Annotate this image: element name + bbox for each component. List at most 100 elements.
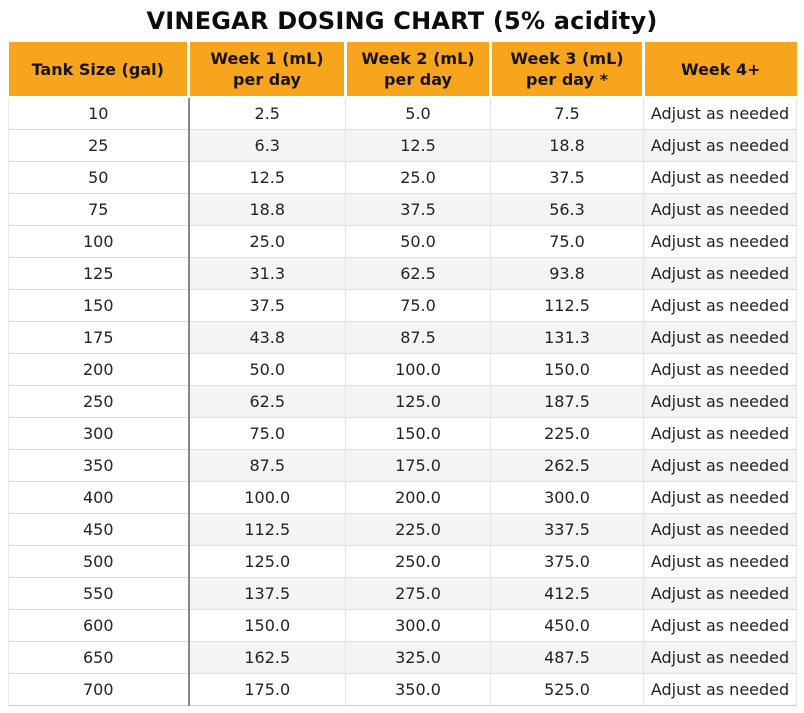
week2-dose-cell: 87.5 (345, 320, 491, 353)
col-header-week3: Week 3 (mL) per day * (490, 42, 645, 98)
week1-dose-cell: 50.0 (188, 352, 346, 385)
col-header-line2: per day (233, 70, 301, 89)
week3-dose-cell: 131.3 (490, 320, 644, 353)
week4-note-cell: Adjust as needed (643, 640, 797, 673)
table-row: 75 18.8 37.5 56.3 Adjust as needed (8, 192, 797, 225)
week4-note-cell: Adjust as needed (643, 512, 797, 545)
week2-dose-cell: 50.0 (345, 224, 491, 257)
table-row: 100 25.0 50.0 75.0 Adjust as needed (8, 224, 797, 257)
week3-dose-cell: 18.8 (490, 128, 644, 161)
week4-note-cell: Adjust as needed (643, 576, 797, 609)
week3-dose-cell: 300.0 (490, 480, 644, 513)
week4-note-cell: Adjust as needed (643, 288, 797, 321)
week4-note-cell: Adjust as needed (643, 128, 797, 161)
col-header-line1: Tank Size (gal) (31, 59, 164, 79)
week1-dose-cell: 75.0 (188, 416, 346, 449)
week3-dose-cell: 7.5 (490, 97, 644, 129)
week3-dose-cell: 225.0 (490, 416, 644, 449)
week3-dose-cell: 93.8 (490, 256, 644, 289)
table-row: 50 12.5 25.0 37.5 Adjust as needed (8, 160, 797, 193)
week2-dose-cell: 325.0 (345, 640, 491, 673)
col-header-line2: per day * (526, 70, 608, 89)
week3-dose-cell: 75.0 (490, 224, 644, 257)
table-row: 500 125.0 250.0 375.0 Adjust as needed (8, 544, 797, 577)
tank-size-cell: 75 (8, 192, 190, 225)
tank-size-cell: 50 (8, 160, 190, 193)
col-header-week1: Week 1 (mL) per day (188, 42, 347, 98)
week4-note-cell: Adjust as needed (643, 448, 797, 481)
week3-dose-cell: 112.5 (490, 288, 644, 321)
week1-dose-cell: 100.0 (188, 480, 346, 513)
table-body: 10 2.5 5.0 7.5 Adjust as needed 25 6.3 12.5 18.8… (8, 97, 797, 706)
week1-dose-cell: 2.5 (188, 97, 346, 129)
col-header-tank-size: Tank Size (gal) (8, 42, 190, 98)
week1-dose-cell: 62.5 (188, 384, 346, 417)
week1-dose-cell: 43.8 (188, 320, 346, 353)
week4-note-cell: Adjust as needed (643, 256, 797, 289)
table-header: Tank Size (gal) Week 1 (mL) per day Week… (8, 42, 797, 98)
week1-dose-cell: 31.3 (188, 256, 346, 289)
week2-dose-cell: 37.5 (345, 192, 491, 225)
week1-dose-cell: 112.5 (188, 512, 346, 545)
table-row: 450 112.5 225.0 337.5 Adjust as needed (8, 512, 797, 545)
week2-dose-cell: 125.0 (345, 384, 491, 417)
week3-dose-cell: 187.5 (490, 384, 644, 417)
week3-dose-cell: 337.5 (490, 512, 644, 545)
week3-dose-cell: 262.5 (490, 448, 644, 481)
table-row: 350 87.5 175.0 262.5 Adjust as needed (8, 448, 797, 481)
col-header-line1: Week 1 (mL) (210, 49, 324, 68)
tank-size-cell: 700 (8, 672, 190, 706)
table-row: 200 50.0 100.0 150.0 Adjust as needed (8, 352, 797, 385)
tank-size-cell: 650 (8, 640, 190, 673)
dosing-table: Tank Size (gal) Week 1 (mL) per day Week… (8, 42, 797, 706)
week1-dose-cell: 6.3 (188, 128, 346, 161)
table-row: 550 137.5 275.0 412.5 Adjust as needed (8, 576, 797, 609)
week1-dose-cell: 137.5 (188, 576, 346, 609)
col-header-week4: Week 4+ (643, 42, 797, 98)
table-row: 10 2.5 5.0 7.5 Adjust as needed (8, 97, 797, 129)
week1-dose-cell: 175.0 (188, 672, 346, 706)
tank-size-cell: 500 (8, 544, 190, 577)
col-header-line1: Week 4+ (680, 59, 761, 79)
tank-size-cell: 350 (8, 448, 190, 481)
week2-dose-cell: 75.0 (345, 288, 491, 321)
week3-dose-cell: 37.5 (490, 160, 644, 193)
tank-size-cell: 600 (8, 608, 190, 641)
week1-dose-cell: 12.5 (188, 160, 346, 193)
week2-dose-cell: 275.0 (345, 576, 491, 609)
week1-dose-cell: 125.0 (188, 544, 346, 577)
week2-dose-cell: 200.0 (345, 480, 491, 513)
week4-note-cell: Adjust as needed (643, 608, 797, 641)
tank-size-cell: 200 (8, 352, 190, 385)
week4-note-cell: Adjust as needed (643, 352, 797, 385)
week2-dose-cell: 225.0 (345, 512, 491, 545)
week1-dose-cell: 87.5 (188, 448, 346, 481)
week3-dose-cell: 450.0 (490, 608, 644, 641)
week2-dose-cell: 12.5 (345, 128, 491, 161)
page-title: VINEGAR DOSING CHART (5% acidity) (146, 7, 658, 35)
week2-dose-cell: 25.0 (345, 160, 491, 193)
week4-note-cell: Adjust as needed (643, 384, 797, 417)
week2-dose-cell: 150.0 (345, 416, 491, 449)
table-row: 650 162.5 325.0 487.5 Adjust as needed (8, 640, 797, 673)
week1-dose-cell: 150.0 (188, 608, 346, 641)
tank-size-cell: 100 (8, 224, 190, 257)
col-header-week2: Week 2 (mL) per day (345, 42, 492, 98)
tank-size-cell: 175 (8, 320, 190, 353)
tank-size-cell: 10 (8, 97, 190, 129)
week1-dose-cell: 18.8 (188, 192, 346, 225)
week4-note-cell: Adjust as needed (643, 320, 797, 353)
tank-size-cell: 125 (8, 256, 190, 289)
week1-dose-cell: 162.5 (188, 640, 346, 673)
table-row: 300 75.0 150.0 225.0 Adjust as needed (8, 416, 797, 449)
table-row: 250 62.5 125.0 187.5 Adjust as needed (8, 384, 797, 417)
col-header-line1: Week 3 (mL) (510, 49, 624, 68)
tank-size-cell: 450 (8, 512, 190, 545)
tank-size-cell: 400 (8, 480, 190, 513)
week4-note-cell: Adjust as needed (643, 224, 797, 257)
week4-note-cell: Adjust as needed (643, 97, 797, 129)
week2-dose-cell: 5.0 (345, 97, 491, 129)
week4-note-cell: Adjust as needed (643, 192, 797, 225)
table-row: 400 100.0 200.0 300.0 Adjust as needed (8, 480, 797, 513)
